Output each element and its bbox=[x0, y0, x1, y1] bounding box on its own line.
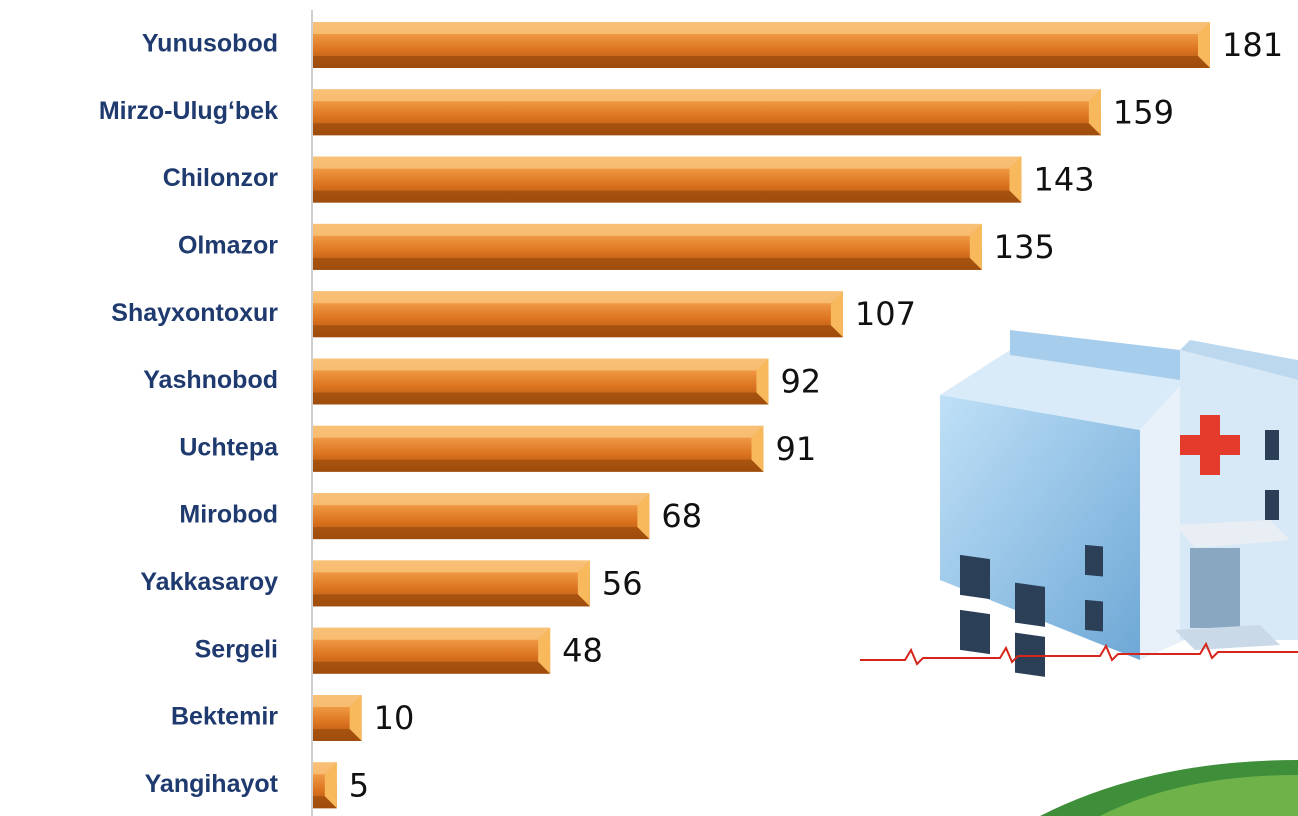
bar-bevel bbox=[349, 695, 362, 741]
bar-bevel bbox=[1088, 89, 1101, 136]
bar-bevel bbox=[751, 425, 764, 472]
bar-bevel bbox=[313, 22, 1210, 34]
value-label: 48 bbox=[562, 632, 603, 670]
value-label: 56 bbox=[602, 564, 643, 602]
category-label: Yangihayot bbox=[145, 770, 279, 798]
category-label: Bektemir bbox=[171, 703, 278, 731]
bar-bevel bbox=[313, 89, 1101, 102]
category-label: Yakkasaroy bbox=[140, 568, 278, 596]
bar-bevel bbox=[313, 594, 590, 607]
category-label: Mirzo-Ulug‘bek bbox=[99, 97, 278, 125]
category-label: Chilonzor bbox=[163, 164, 279, 192]
bar-bevel bbox=[313, 493, 650, 506]
bar-bevel bbox=[313, 392, 769, 405]
value-label: 107 bbox=[855, 295, 916, 333]
bar-bevel bbox=[313, 560, 590, 573]
bar-bevel bbox=[538, 627, 551, 674]
value-label: 10 bbox=[374, 699, 415, 737]
category-label: Yunusobod bbox=[142, 30, 278, 58]
bar-bevel bbox=[313, 358, 769, 371]
bar-bevel bbox=[313, 729, 362, 741]
value-label: 68 bbox=[661, 497, 702, 535]
bar-bevel bbox=[313, 291, 843, 304]
bar-bevel bbox=[313, 762, 337, 775]
bar-bevel bbox=[313, 190, 1022, 203]
bar-bevel bbox=[313, 527, 650, 540]
value-label: 135 bbox=[994, 228, 1055, 266]
bar-bevel bbox=[313, 56, 1210, 68]
bar-bevel bbox=[313, 459, 764, 472]
bar-bevel bbox=[313, 223, 982, 236]
bar-bevel bbox=[969, 223, 982, 270]
category-label: Shayxontoxur bbox=[111, 299, 278, 327]
category-label: Yashnobod bbox=[143, 366, 278, 394]
bar-bevel bbox=[313, 796, 337, 809]
value-label: 143 bbox=[1033, 161, 1094, 199]
value-label: 181 bbox=[1222, 26, 1283, 64]
bar-bevel bbox=[1009, 156, 1022, 203]
category-label: Olmazor bbox=[178, 232, 278, 260]
bar-bevel bbox=[313, 661, 551, 674]
bar-bevel bbox=[830, 291, 843, 338]
bar-bevel bbox=[577, 560, 590, 607]
bar-bevel bbox=[313, 325, 843, 338]
value-label: 159 bbox=[1113, 93, 1174, 131]
category-label: Uchtepa bbox=[179, 433, 279, 461]
category-label: Sergeli bbox=[195, 635, 278, 663]
bar-bevel bbox=[313, 257, 982, 270]
category-label: Mirobod bbox=[179, 501, 278, 529]
bar-bevel bbox=[313, 123, 1101, 136]
bar-bevel bbox=[313, 695, 362, 707]
bar-bevel bbox=[313, 156, 1022, 169]
decor-swoosh bbox=[1100, 775, 1298, 816]
hospital-illustration bbox=[860, 330, 1298, 677]
bar-bevel bbox=[324, 762, 337, 809]
bar-bevel bbox=[1198, 22, 1210, 68]
bar-bevel bbox=[637, 493, 650, 540]
bar-bevel bbox=[756, 358, 769, 405]
value-label: 5 bbox=[349, 766, 369, 804]
bar-bevel bbox=[313, 425, 764, 438]
value-label: 92 bbox=[780, 363, 821, 401]
bar-bevel bbox=[313, 627, 551, 640]
value-label: 91 bbox=[775, 430, 816, 468]
